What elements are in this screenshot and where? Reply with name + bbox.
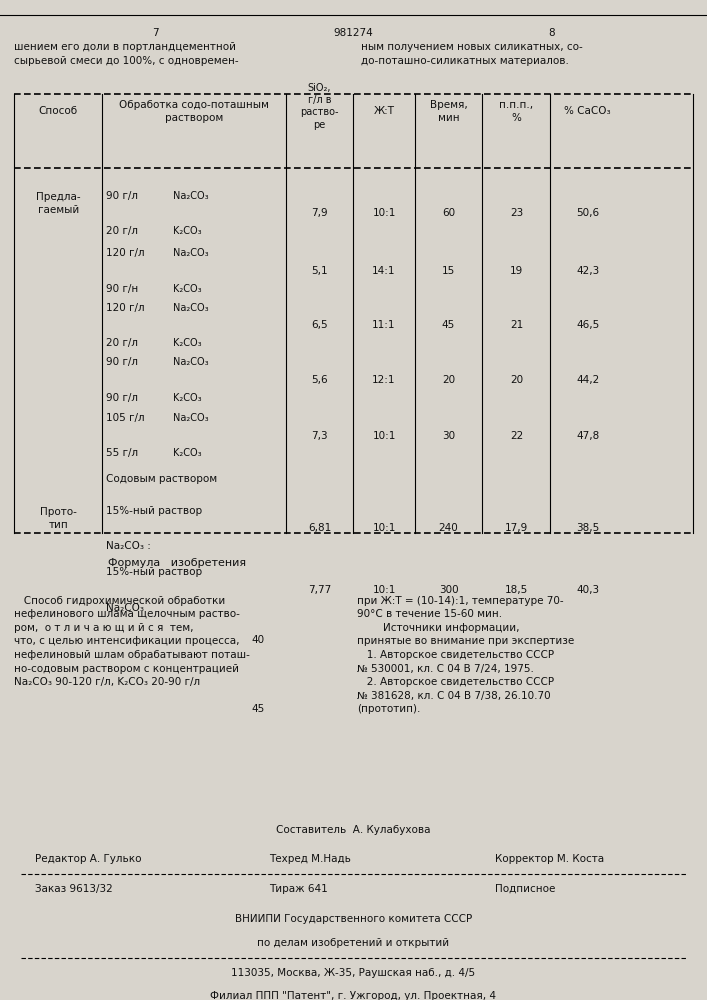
Text: 15%-ный раствор: 15%-ный раствор — [106, 567, 202, 577]
Text: 12:1: 12:1 — [373, 375, 396, 385]
Text: 15%-ный раствор: 15%-ный раствор — [106, 506, 202, 516]
Text: шением его доли в портландцементной
сырьевой смеси до 100%, с одновремен-: шением его доли в портландцементной сырь… — [14, 42, 239, 66]
Text: 90 г/л: 90 г/л — [106, 393, 138, 403]
Text: Формула   изобретения: Формула изобретения — [107, 558, 246, 568]
Text: 10:1: 10:1 — [373, 208, 396, 218]
Text: SiO₂,
г/л в
раство-
ре: SiO₂, г/л в раство- ре — [300, 83, 339, 130]
Text: Na₂CO₃: Na₂CO₃ — [173, 191, 209, 201]
Text: 18,5: 18,5 — [505, 585, 528, 595]
Text: K₂CO₃: K₂CO₃ — [173, 448, 201, 458]
Text: 55 г/л: 55 г/л — [106, 448, 138, 458]
Text: 45: 45 — [442, 320, 455, 330]
Text: 40,3: 40,3 — [576, 585, 600, 595]
Text: 22: 22 — [510, 431, 523, 441]
Text: ВНИИПИ Государственного комитета СССР: ВНИИПИ Государственного комитета СССР — [235, 914, 472, 924]
Text: Na₂CO₃: Na₂CO₃ — [173, 248, 209, 258]
Text: K₂CO₃: K₂CO₃ — [173, 338, 201, 348]
Text: 10:1: 10:1 — [373, 523, 396, 533]
Text: Na₂CO₃: Na₂CO₃ — [173, 413, 209, 423]
Text: Подписное: Подписное — [495, 884, 555, 894]
Text: Составитель  А. Кулабухова: Составитель А. Кулабухова — [276, 825, 431, 835]
Text: Способ гидрохимической обработки
нефелинового шлама щелочным раство-
ром,  о т л: Способ гидрохимической обработки нефелин… — [14, 596, 250, 687]
Text: Филиал ППП "Патент", г. Ужгород, ул. Проектная, 4: Филиал ППП "Патент", г. Ужгород, ул. Про… — [211, 991, 496, 1000]
Text: 120 г/л: 120 г/л — [106, 303, 144, 313]
Text: при Ж:Т = (10-14):1, температуре 70-
90°С в течение 15-60 мин.
        Источники: при Ж:Т = (10-14):1, температуре 70- 90°… — [357, 596, 574, 714]
Text: Na₂CO₃: Na₂CO₃ — [106, 603, 144, 613]
Text: Техред М.Надь: Техред М.Надь — [269, 854, 351, 864]
Text: 30: 30 — [442, 431, 455, 441]
Text: 38,5: 38,5 — [576, 523, 600, 533]
Text: Редактор А. Гулько: Редактор А. Гулько — [35, 854, 142, 864]
Text: 17,9: 17,9 — [505, 523, 528, 533]
Text: п.п.п.,
%: п.п.п., % — [499, 100, 534, 123]
Text: 60: 60 — [442, 208, 455, 218]
Text: 40: 40 — [252, 635, 264, 645]
Text: 20 г/л: 20 г/л — [106, 226, 138, 236]
Text: Время,
мин: Время, мин — [430, 100, 467, 123]
Text: 8: 8 — [548, 28, 555, 38]
Text: 7,9: 7,9 — [311, 208, 328, 218]
Text: Обработка содо-поташным
раствором: Обработка содо-поташным раствором — [119, 100, 269, 123]
Text: 50,6: 50,6 — [576, 208, 600, 218]
Text: Прото-
тип: Прото- тип — [40, 507, 76, 530]
Text: 11:1: 11:1 — [373, 320, 396, 330]
Text: 7: 7 — [152, 28, 159, 38]
Text: Содовым раствором: Содовым раствором — [106, 474, 217, 484]
Text: K₂CO₃: K₂CO₃ — [173, 393, 201, 403]
Text: 7,3: 7,3 — [311, 431, 328, 441]
Text: 10:1: 10:1 — [373, 431, 396, 441]
Text: K₂CO₃: K₂CO₃ — [173, 226, 201, 236]
Text: 20 г/л: 20 г/л — [106, 338, 138, 348]
Text: 240: 240 — [438, 523, 458, 533]
Text: Корректор М. Коста: Корректор М. Коста — [495, 854, 604, 864]
Text: 15: 15 — [442, 266, 455, 276]
Text: K₂CO₃: K₂CO₃ — [173, 284, 201, 294]
Text: по делам изобретений и открытий: по делам изобретений и открытий — [257, 938, 450, 948]
Text: 90 г/л: 90 г/л — [106, 191, 138, 201]
Text: 42,3: 42,3 — [576, 266, 600, 276]
Text: Способ: Способ — [39, 106, 78, 116]
Text: 5,6: 5,6 — [311, 375, 328, 385]
Text: 981274: 981274 — [334, 28, 373, 38]
Text: 46,5: 46,5 — [576, 320, 600, 330]
Text: 23: 23 — [510, 208, 523, 218]
Text: 19: 19 — [510, 266, 523, 276]
Text: 113035, Москва, Ж-35, Раушская наб., д. 4/5: 113035, Москва, Ж-35, Раушская наб., д. … — [231, 968, 476, 978]
Text: 10:1: 10:1 — [373, 585, 396, 595]
Text: 20: 20 — [510, 375, 523, 385]
Text: 21: 21 — [510, 320, 523, 330]
Text: Na₂CO₃ :: Na₂CO₃ : — [106, 541, 151, 551]
Text: Na₂CO₃: Na₂CO₃ — [173, 357, 209, 367]
Text: 20: 20 — [442, 375, 455, 385]
Text: Тираж 641: Тираж 641 — [269, 884, 327, 894]
Text: % CaCO₃: % CaCO₃ — [564, 106, 611, 116]
Text: 90 г/н: 90 г/н — [106, 284, 138, 294]
Text: 14:1: 14:1 — [373, 266, 396, 276]
Text: 90 г/л: 90 г/л — [106, 357, 138, 367]
Text: 5,1: 5,1 — [311, 266, 328, 276]
Text: 6,81: 6,81 — [308, 523, 331, 533]
Text: 6,5: 6,5 — [311, 320, 328, 330]
Text: 105 г/л: 105 г/л — [106, 413, 144, 423]
Text: 47,8: 47,8 — [576, 431, 600, 441]
Text: Ж:Т: Ж:Т — [373, 106, 395, 116]
Text: Заказ 9613/32: Заказ 9613/32 — [35, 884, 113, 894]
Text: Предла-
гаемый: Предла- гаемый — [36, 192, 81, 215]
Text: 44,2: 44,2 — [576, 375, 600, 385]
Text: 7,77: 7,77 — [308, 585, 331, 595]
Text: 45: 45 — [252, 704, 264, 714]
Text: 120 г/л: 120 г/л — [106, 248, 144, 258]
Text: 300: 300 — [439, 585, 458, 595]
Text: ным получением новых силикатных, со-
до-поташно-силикатных материалов.: ным получением новых силикатных, со- до-… — [361, 42, 583, 66]
Text: Na₂CO₃: Na₂CO₃ — [173, 303, 209, 313]
